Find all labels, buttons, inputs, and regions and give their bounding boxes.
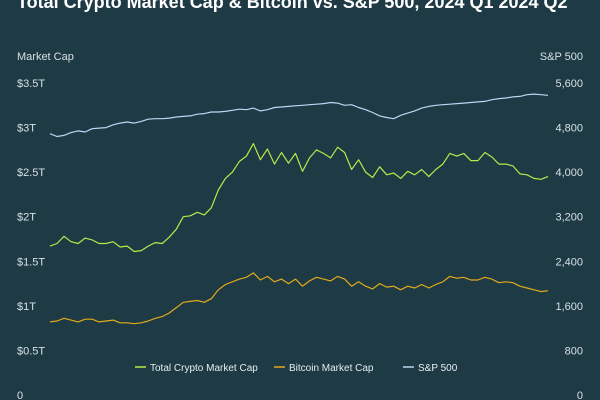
chart-title: Total Crypto Market Cap & Bitcoin vs. S&… — [17, 0, 568, 12]
right-tick-label: 800 — [565, 345, 583, 357]
legend-label: Bitcoin Market Cap — [289, 363, 374, 374]
series-line-bitcoin — [49, 272, 549, 325]
right-axis: 0 800 1,600 2,400 3,200 4,000 4,800 5,600 — [555, 78, 583, 400]
left-tick-label: $0.5T — [17, 345, 45, 357]
left-tick-label: $1T — [17, 301, 36, 313]
right-tick-label: 0 — [577, 390, 583, 400]
left-tick-label: $3.5T — [17, 78, 45, 90]
left-axis-title: Market Cap — [17, 51, 74, 63]
left-tick-label: $1.5T — [17, 256, 45, 268]
right-tick-label: 5,600 — [555, 78, 583, 90]
left-axis: 0 $0.5T $1T $1.5T $2T $2.5T $3T $3.5T — [17, 78, 45, 400]
right-tick-label: 1,600 — [555, 301, 583, 313]
right-tick-label: 2,400 — [555, 256, 583, 268]
legend: Total Crypto Market Cap Bitcoin Market Ca… — [135, 363, 458, 374]
right-axis-title: S&P 500 — [540, 51, 583, 63]
series-line-total-crypto — [49, 143, 549, 253]
left-tick-label: $2.5T — [17, 167, 45, 179]
left-tick-label: 0 — [17, 390, 23, 400]
legend-label: Total Crypto Market Cap — [150, 363, 258, 374]
left-tick-label: $3T — [17, 123, 36, 135]
right-tick-label: 3,200 — [555, 212, 583, 224]
series-layer — [49, 93, 549, 325]
legend-label: S&P 500 — [418, 363, 458, 374]
right-tick-label: 4,800 — [555, 123, 583, 135]
series-line-sp500 — [49, 93, 549, 138]
left-tick-label: $2T — [17, 212, 36, 224]
right-tick-label: 4,000 — [555, 167, 583, 179]
